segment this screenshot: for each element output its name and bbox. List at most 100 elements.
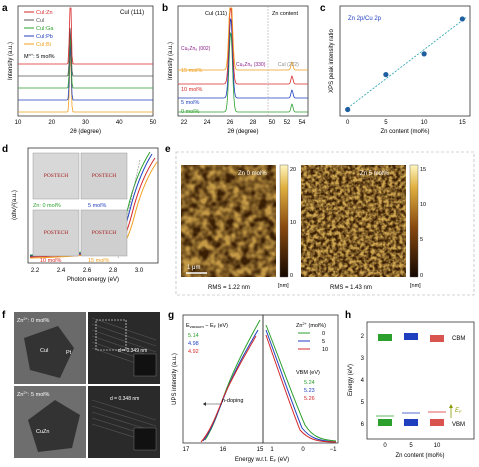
panel-d-ylabel: (αhν)²(a.u.)	[12, 190, 18, 220]
photo-label-15: 15 mol%	[88, 258, 110, 264]
d-xtick-24: 2.4	[57, 268, 66, 274]
ups-cutoff-10	[200, 335, 257, 443]
vbm-val-0: 5.24	[304, 380, 315, 386]
d-xtick-28: 2.8	[109, 268, 118, 274]
d-xtick-22: 2.2	[31, 268, 40, 274]
a-xtick-20: 20	[48, 120, 55, 126]
cb-left-20: 20	[290, 167, 296, 173]
panel-b-zn-content: Zn content	[272, 11, 298, 17]
b-trace-right-0	[268, 103, 308, 113]
panel-b-peak-cuzn-330: Cu₅Zn₈ (330)	[236, 62, 266, 68]
panel-a-traces	[18, 7, 153, 113]
panel-b-peak-222: CuI (222)	[278, 62, 299, 68]
logo-text-5: POSTECH	[92, 173, 116, 179]
ups-valence-10	[265, 334, 337, 443]
legend-ga: CuI:Ga	[36, 26, 54, 32]
panel-b: b CuI (111) Zn content Cu₅Zn₈ (002) Cu₅Z…	[162, 3, 309, 135]
panel-f: f Zn2+: 0 mol% Zn2+: 5 mol% CuI Pt CuZn …	[2, 310, 160, 458]
d-spacing-bottom: d = 0.348 nm	[110, 396, 139, 402]
afm-title-right: Zn 5 mol%	[360, 171, 389, 177]
g-zn-legend: Zn2+ (mol%)	[296, 321, 326, 329]
c-xtick-15: 15	[459, 120, 466, 126]
c-point-15	[459, 16, 465, 22]
cbm-label: CBM	[452, 336, 465, 342]
panel-b-peak-cuzn-002: Cu₅Zn₈ (002)	[181, 46, 211, 52]
logo-text-0: POSTECH	[44, 173, 68, 179]
g-legend-0: 0	[322, 331, 325, 337]
panel-g: g Evacuum − EF (eV) 5.14 4.98 4.92 n-dop…	[168, 310, 339, 463]
vac-val-5: 4.98	[188, 341, 199, 347]
c-xtick-0: 0	[346, 120, 350, 126]
cbm-bars	[378, 333, 444, 342]
h-xtick-0: 0	[383, 443, 387, 449]
panel-c-frame	[339, 5, 471, 117]
afm-title-left: Zn 0 mol%	[238, 171, 267, 177]
legend-cui: CuI	[36, 18, 45, 24]
afm-texture-left	[181, 165, 276, 277]
a-xtick-50: 50	[150, 120, 157, 126]
vbm-val-5: 5.23	[304, 388, 315, 394]
xrd-trace-bi	[18, 53, 153, 113]
xrd-trace-pb	[18, 45, 153, 101]
vbm-bar-0	[378, 419, 392, 426]
ef-lines	[376, 411, 446, 417]
panel-h: h CBM VBM EF Energy (eV) 2 3 4	[345, 310, 475, 459]
n-doping-arrowhead	[203, 402, 206, 406]
colorbar-right	[409, 164, 419, 278]
ef-arrowhead	[449, 404, 453, 408]
g-xtick-m1: −1	[330, 447, 338, 453]
b-trace-left-10	[178, 7, 268, 85]
photo-insets: POSTECH POSTECH POSTECH POSTECH Zn: 0 mo…	[32, 152, 128, 264]
c-point-5	[383, 71, 389, 78]
vbm-bar-10	[430, 419, 444, 426]
g-xtick-16: 16	[220, 447, 227, 453]
panel-c-plot	[345, 16, 467, 113]
h-xtick-10: 10	[434, 443, 441, 449]
panel-h-frame	[366, 321, 475, 440]
tem-label-cuzn: CuZn	[36, 429, 49, 435]
tem-top-label: Zn2+: 0 mol%	[17, 316, 49, 324]
b-trace-right-10	[268, 75, 308, 85]
h-ytick-6: 6	[361, 422, 365, 428]
panel-label-h: h	[345, 310, 351, 321]
tauc-fit-line	[117, 159, 141, 259]
panel-e-frame	[175, 151, 475, 296]
h-ytick-3: 3	[361, 356, 365, 362]
cbm-bar-0	[378, 334, 392, 341]
xrd-trace-cui	[18, 27, 153, 77]
panel-a-ylabel: Intensity (a.u.)	[8, 42, 14, 80]
tem-label-pt: Pt	[66, 350, 72, 356]
panel-b-xlabel: 2θ (degree)	[227, 129, 258, 135]
panel-label-a: a	[2, 3, 8, 14]
panel-a: a CuI (111) CuI:Zn CuI CuI:Ga CuI:Pb CuI…	[2, 3, 157, 135]
c-fit-line	[347, 17, 467, 109]
panel-b-traces	[178, 7, 308, 113]
xrd-trace-zn	[18, 7, 153, 65]
c-xtick-5: 5	[384, 120, 388, 126]
panel-label-d: d	[2, 144, 8, 155]
colorbar-left	[279, 164, 289, 278]
photo-inset-10	[32, 209, 80, 257]
photo-inset-5	[80, 152, 128, 200]
panel-a-xlabel: 2θ (degree)	[70, 129, 101, 135]
panel-label-g: g	[168, 310, 174, 321]
b-series-10: 10 mol%	[181, 87, 203, 93]
panel-a-peak-label: CuI (111)	[120, 10, 144, 16]
panel-label-c: c	[320, 3, 326, 14]
cbm-bar-5	[404, 333, 418, 340]
b-xtick-52: 52	[284, 120, 291, 126]
afm-texture-right	[301, 165, 406, 277]
panel-g-right-frame	[262, 314, 339, 444]
g-xtick-17: 17	[183, 447, 190, 453]
a-xtick-40: 40	[116, 120, 123, 126]
b-xtick-24: 24	[204, 120, 211, 126]
rms-right: RMS = 1.43 nm	[330, 285, 372, 291]
a-xtick-30: 30	[82, 120, 89, 126]
panel-b-ylabel: Intensity (a.u.)	[168, 42, 174, 80]
vbm-label-h: VBM	[452, 422, 465, 428]
hrtem-top-box	[95, 319, 127, 351]
g-xtick-0: 0	[301, 447, 305, 453]
ups-valence-5	[265, 329, 337, 443]
panel-label-b: b	[162, 3, 168, 14]
